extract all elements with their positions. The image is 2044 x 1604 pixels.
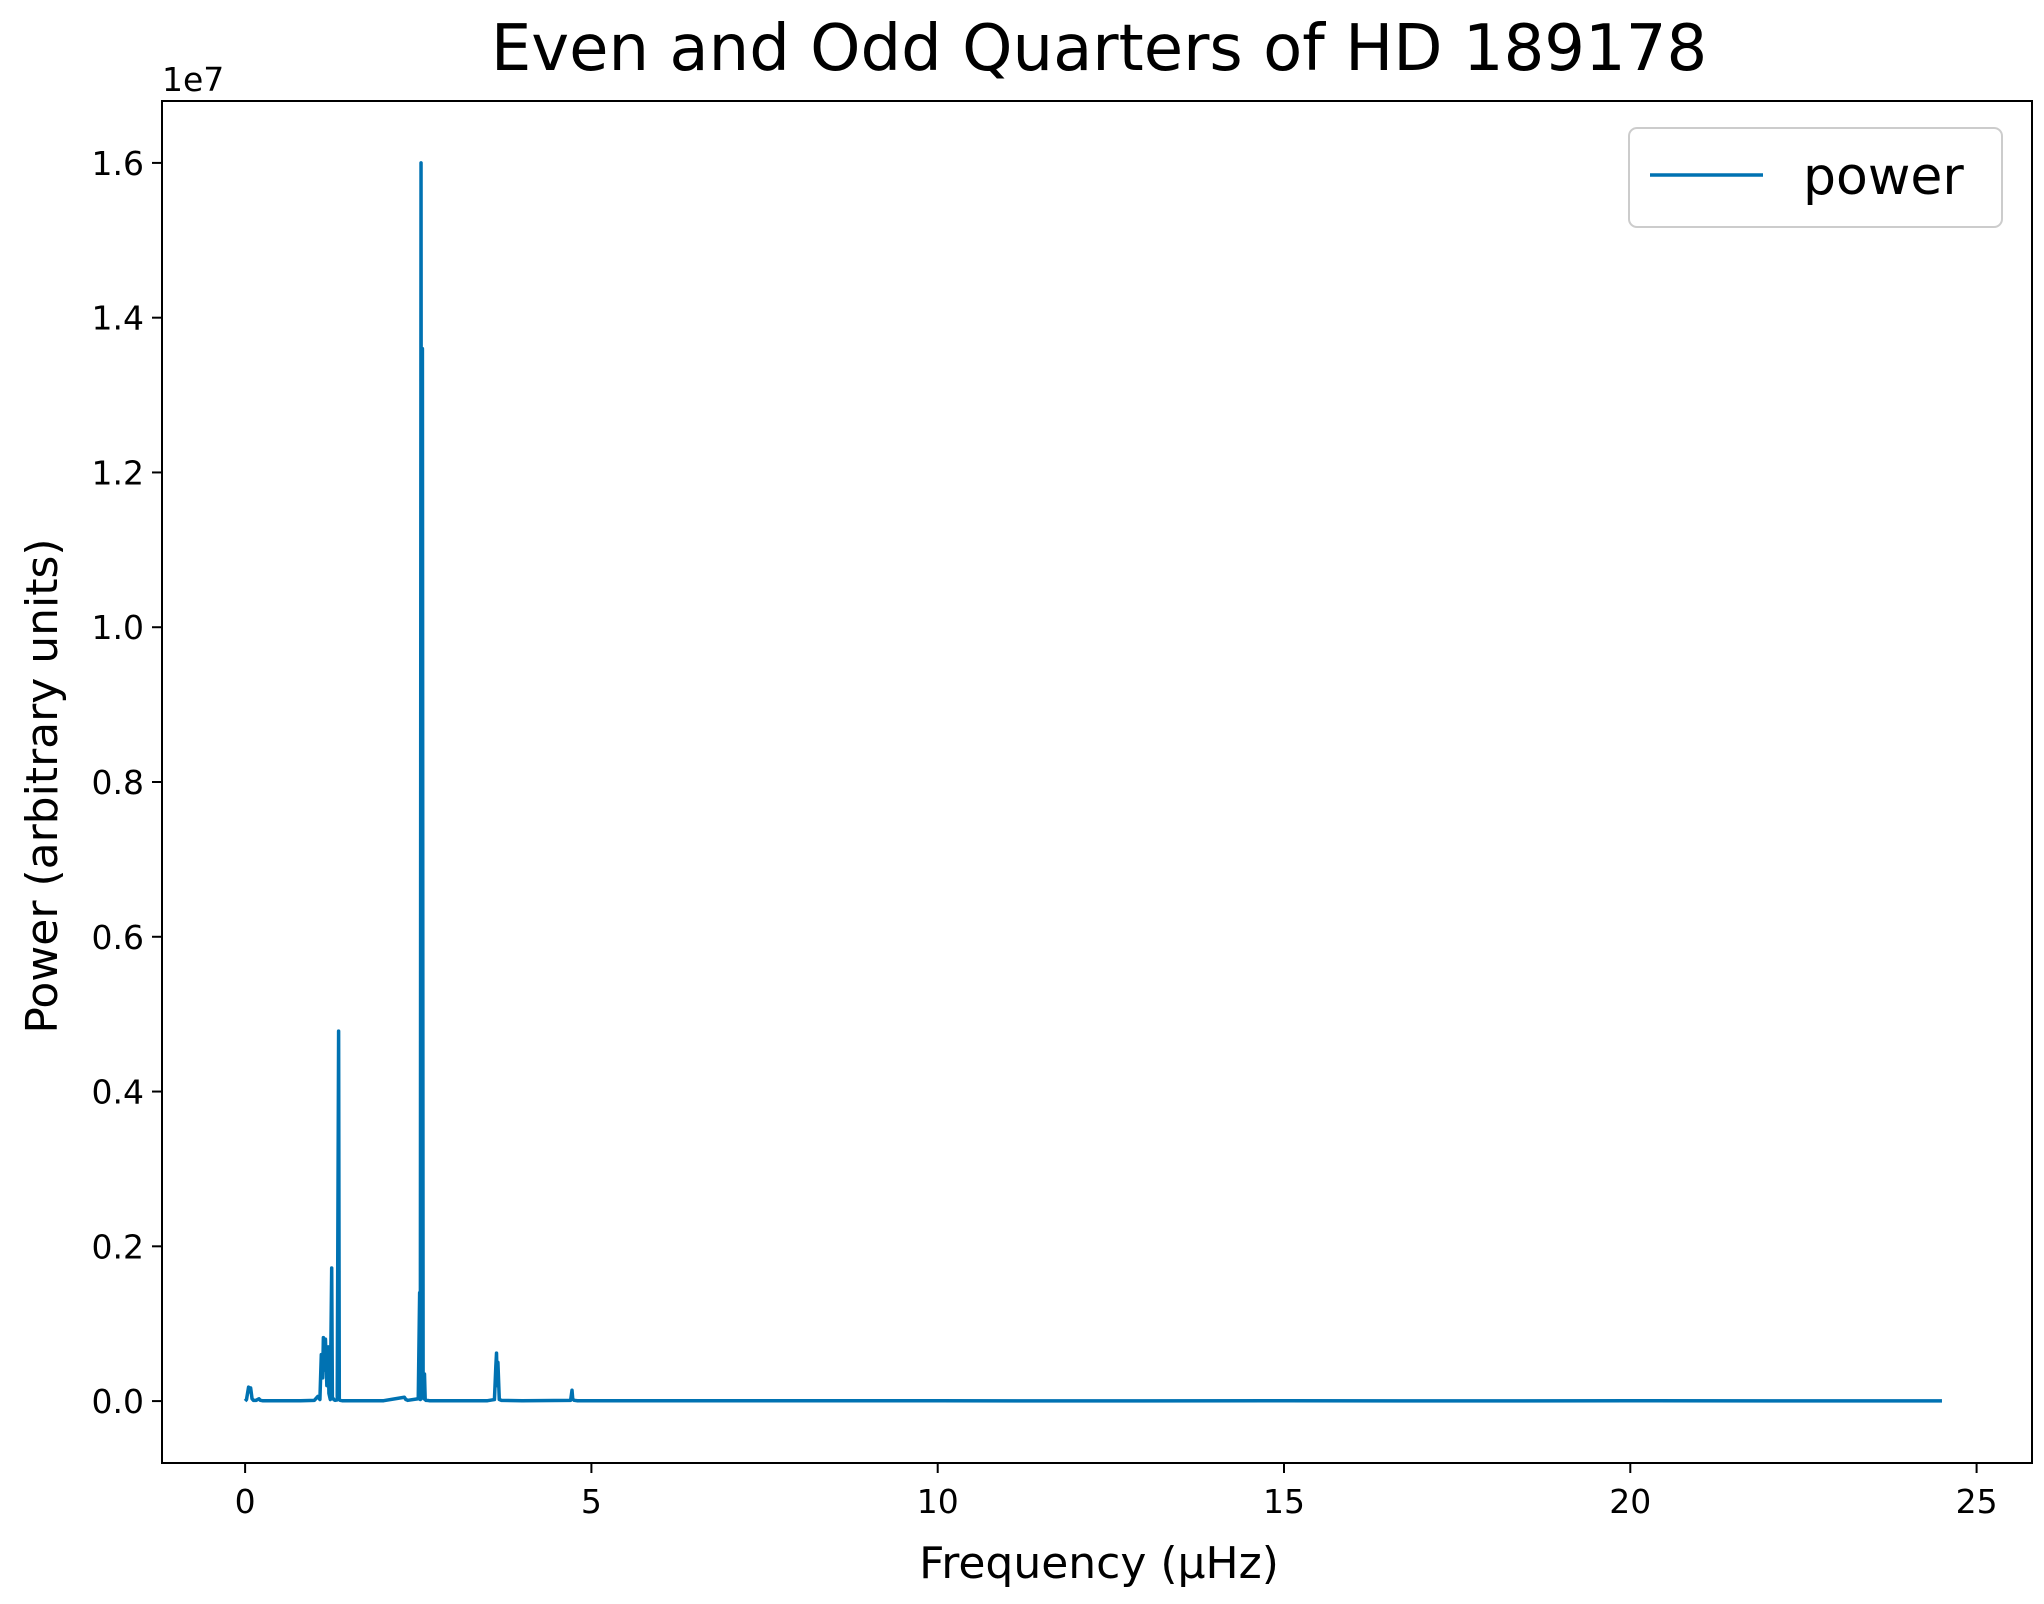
x-tick-label: 0: [235, 1482, 256, 1521]
y-tick-label: 0.8: [92, 763, 144, 802]
legend-label-power: power: [1803, 147, 1964, 207]
legend: power: [1628, 127, 2003, 228]
chart-title: Even and Odd Quarters of HD 189178: [491, 12, 1707, 86]
x-tick-label: 5: [581, 1482, 602, 1521]
x-axis-label: Frequency (μHz): [919, 1538, 1279, 1589]
legend-box: [1628, 127, 2003, 228]
y-tick-label: 1.2: [92, 453, 144, 492]
y-tick-label: 0.4: [92, 1073, 144, 1112]
y-tick-label: 0.2: [92, 1227, 144, 1266]
y-tick-label: 1.4: [92, 299, 144, 338]
y-tick-label: 0.0: [92, 1382, 144, 1421]
x-tick-label: 20: [1609, 1482, 1651, 1521]
y-tick-label: 1.6: [92, 144, 144, 183]
series-line-power: [243, 161, 1942, 1403]
x-tick-label: 25: [1956, 1482, 1998, 1521]
y-tick-label: 1.0: [92, 608, 144, 647]
y-axis-label: Power (arbitrary units): [17, 538, 68, 1033]
x-tick-label: 10: [917, 1482, 959, 1521]
axes-frame: [161, 100, 2033, 1464]
x-axis-ticks: 0 5 10 15 20 25: [235, 1463, 1998, 1521]
y-offset-label: 1e7: [162, 60, 224, 99]
x-tick-label: 15: [1263, 1482, 1305, 1521]
plot-area: [243, 161, 1942, 1403]
y-tick-label: 0.6: [92, 918, 144, 957]
y-axis-ticks: 0.0 0.2 0.4 0.6 0.8 1.0 1.2 1.4 1.6: [92, 144, 162, 1421]
